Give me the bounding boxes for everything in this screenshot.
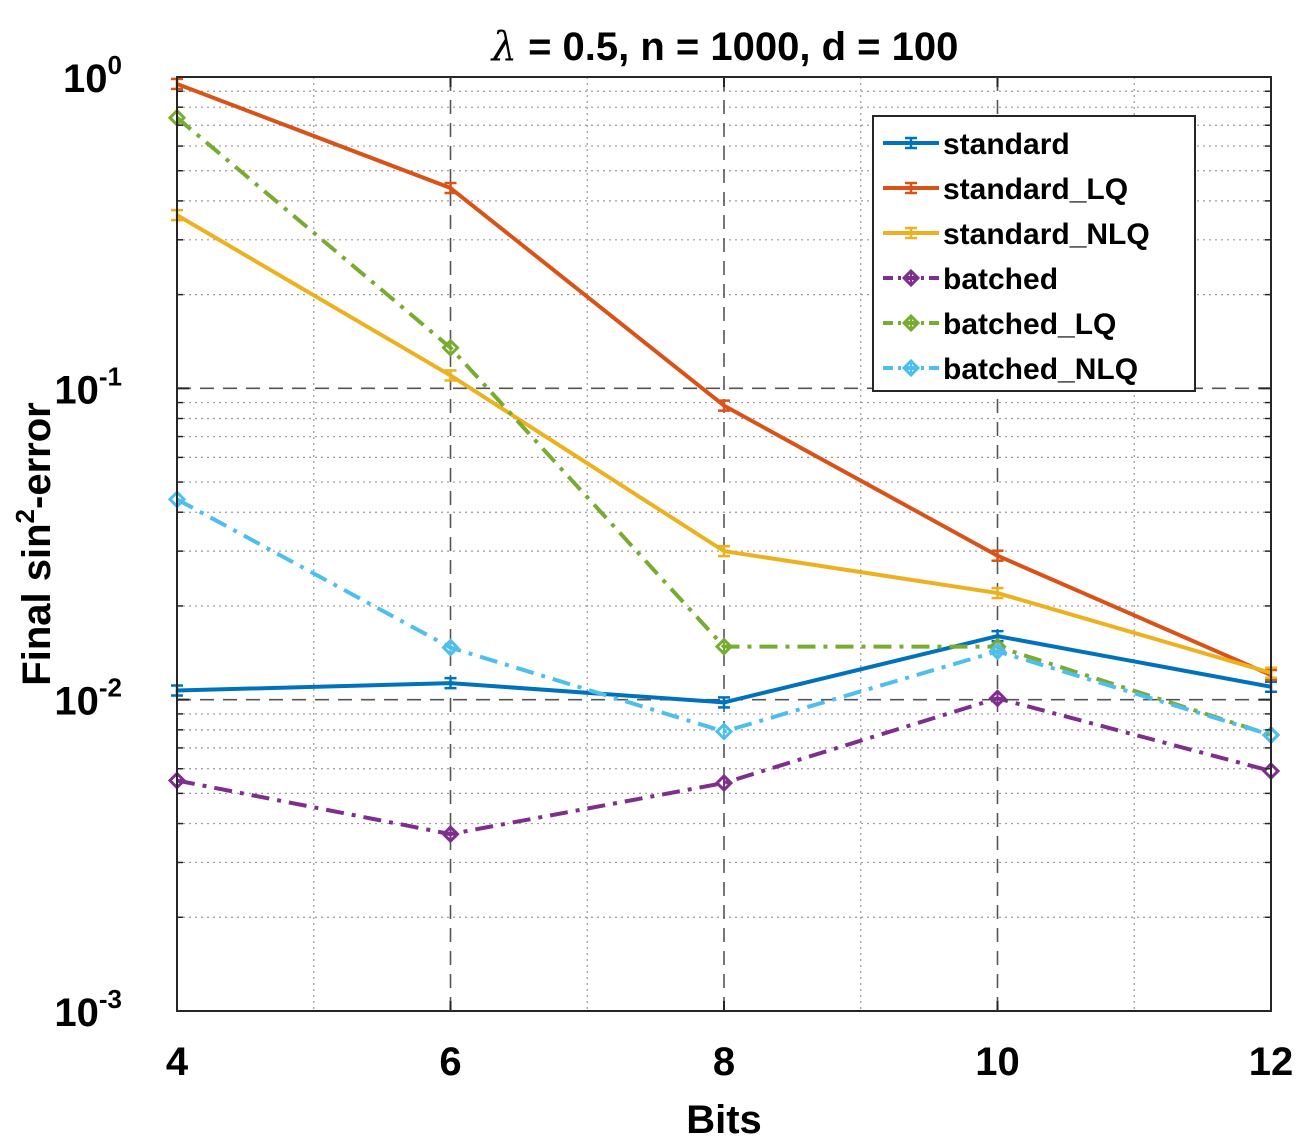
y-axis-label-suffix: -error: [15, 402, 59, 509]
data-point-marker: [441, 638, 460, 657]
legend-entry-standard: standard: [883, 128, 1070, 161]
title-params: = 0.5, n = 1000, d = 100: [517, 25, 958, 69]
legend-entry-standard_LQ: standard_LQ: [883, 173, 1128, 206]
legend-entry-standard_NLQ: standard_NLQ: [883, 218, 1150, 251]
y-tick-label-base: 10: [54, 368, 99, 412]
y-axis-label-exponent: 2: [10, 509, 40, 523]
y-tick-label-base: 10: [54, 680, 99, 724]
series-standard_NLQ: [171, 208, 1277, 680]
data-point-marker: [901, 268, 921, 288]
y-tick-label-exponent: -2: [99, 673, 122, 703]
y-tick-label: 10-3: [54, 984, 122, 1035]
x-tick-label: 10: [975, 1040, 1020, 1084]
x-tick-label: 12: [1249, 1040, 1294, 1084]
legend-label: batched: [943, 263, 1058, 296]
legend-label: standard_LQ: [943, 173, 1128, 206]
legend-entry-batched_LQ: batched_LQ: [883, 308, 1116, 341]
x-tick-label: 4: [166, 1040, 189, 1084]
y-tick-label-exponent: -1: [99, 361, 122, 391]
data-point-marker: [714, 637, 734, 656]
x-axis-label: Bits: [686, 1098, 762, 1138]
x-tick-label: 6: [439, 1040, 461, 1084]
y-tick-label: 100: [63, 50, 122, 101]
legend-box: [872, 115, 1196, 392]
y-axis-label-main: Final sin: [15, 523, 59, 685]
y-tick-label-exponent: 0: [108, 50, 122, 80]
legend-entry-batched_NLQ: batched_NLQ: [883, 353, 1138, 386]
legend-label: standard: [943, 128, 1070, 161]
y-tick-label: 10-1: [54, 361, 122, 412]
chart-title: λ = 0.5, n = 1000, d = 100: [490, 24, 959, 70]
legend-label: batched_LQ: [943, 308, 1116, 341]
data-point-marker: [901, 313, 921, 333]
major-grid: [177, 77, 1271, 1011]
data-point-marker: [714, 722, 734, 741]
x-tick-label: 8: [713, 1040, 735, 1084]
y-tick-label: 10-2: [54, 673, 122, 724]
y-axis-label: Final sin2-error: [10, 402, 59, 685]
data-point-marker: [901, 358, 921, 378]
y-tick-label-exponent: -3: [99, 984, 122, 1014]
legend-label: standard_NLQ: [943, 218, 1150, 251]
x-axis-ticks: 4 6 8 10 12: [166, 77, 1293, 1084]
data-point-marker: [441, 824, 460, 844]
data-point-marker: [441, 338, 460, 357]
data-point-marker: [714, 773, 734, 793]
title-lambda: λ: [490, 24, 517, 70]
y-tick-label-base: 10: [54, 991, 99, 1035]
y-tick-label-base: 10: [63, 57, 108, 101]
data-point-marker: [988, 689, 1007, 708]
data-point-marker: [988, 642, 1007, 661]
legend-label: batched_NLQ: [943, 353, 1138, 386]
legend-entry-batched: batched: [883, 263, 1058, 296]
